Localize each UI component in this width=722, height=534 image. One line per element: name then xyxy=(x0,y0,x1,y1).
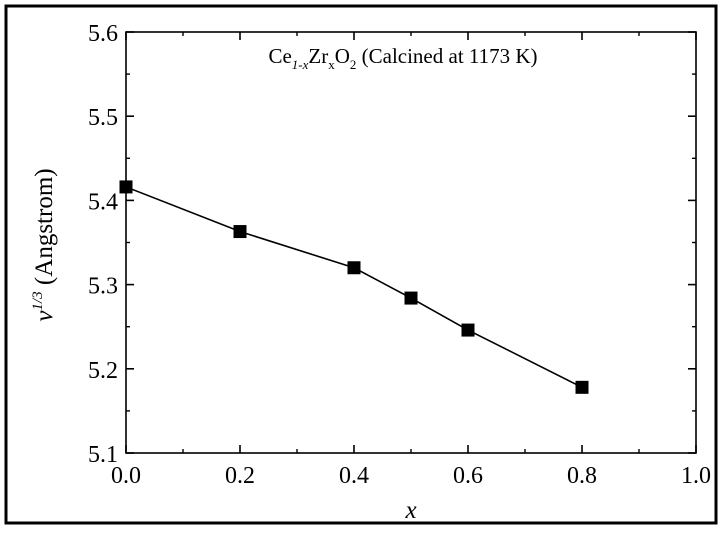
ylabel-v: v xyxy=(31,310,58,322)
title-o: O xyxy=(335,44,350,68)
ylabel-rest: (Angstrom) xyxy=(31,168,58,291)
data-point-marker xyxy=(347,261,361,275)
figure-frame xyxy=(4,4,718,525)
x-tick-label: 0.2 xyxy=(225,463,255,489)
plot-area-frame xyxy=(125,31,697,454)
x-tick-label: 0.4 xyxy=(339,463,369,489)
ylabel-sup: 1/3 xyxy=(30,291,46,310)
title-sub-x: x xyxy=(328,57,335,72)
y-tick-label: 5.3 xyxy=(88,274,118,300)
data-point-marker xyxy=(461,323,475,337)
title-ce: Ce xyxy=(268,44,291,68)
y-tick-label: 5.4 xyxy=(88,189,118,215)
axis-tick-labels: 0.0 0.2 0.4 0.6 0.8 1.0 5.1 5.2 5.3 5.4 5.5 5.6 xyxy=(88,21,711,489)
title-zr: Zr xyxy=(308,44,328,68)
x-tick-label: 0.8 xyxy=(567,463,597,489)
axis-ticks xyxy=(125,31,697,454)
data-point-marker xyxy=(233,225,247,239)
y-tick-label: 5.2 xyxy=(88,358,118,384)
x-tick-label: 1.0 xyxy=(681,463,711,489)
x-axis-label: x xyxy=(404,497,416,524)
title-sub-1mx: 1-x xyxy=(292,57,309,72)
x-tick-label: 0.0 xyxy=(111,463,141,489)
y-tick-label: 5.5 xyxy=(88,105,118,131)
y-tick-label: 5.1 xyxy=(88,442,118,468)
y-tick-label: 5.6 xyxy=(88,21,118,47)
data-point-marker xyxy=(404,291,418,305)
chart-title: Ce1-xZrxO2 (Calcined at 1173 K) xyxy=(268,44,537,72)
data-series xyxy=(119,180,589,394)
data-point-marker xyxy=(119,180,133,194)
x-tick-label: 0.6 xyxy=(453,463,483,489)
title-sub-2: 2 xyxy=(350,57,357,72)
title-suffix: (Calcined at 1173 K) xyxy=(356,44,537,68)
data-point-marker xyxy=(575,380,589,394)
y-axis-label: v1/3 (Angstrom) xyxy=(30,168,58,321)
series-line xyxy=(125,186,583,389)
